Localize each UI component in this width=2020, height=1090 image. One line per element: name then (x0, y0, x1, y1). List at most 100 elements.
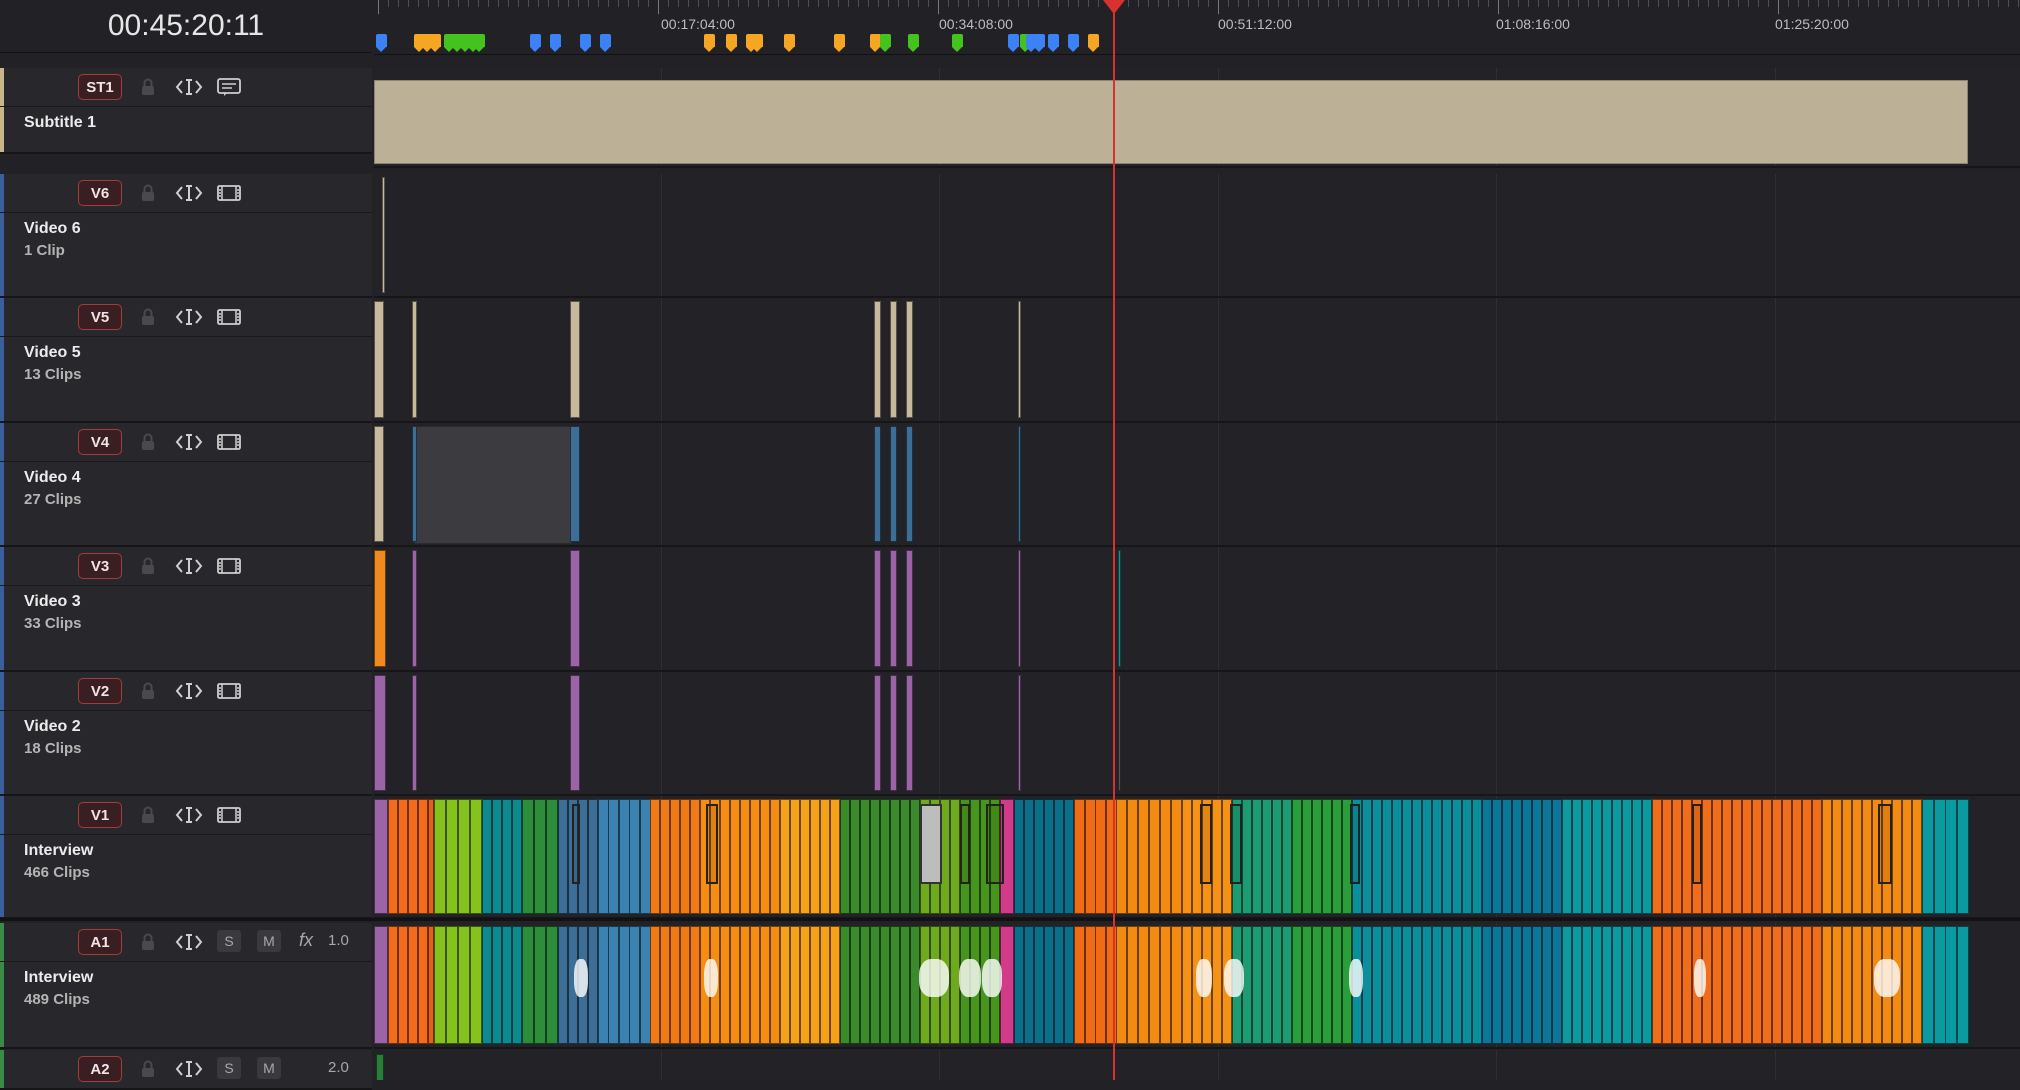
clip[interactable] (1349, 959, 1363, 997)
clip[interactable] (1212, 926, 1222, 1044)
clip[interactable] (874, 301, 881, 418)
clip[interactable] (1312, 799, 1322, 914)
clip[interactable] (1118, 550, 1121, 667)
timeline-marker[interactable] (474, 34, 485, 52)
subtitle-clip[interactable] (374, 80, 1968, 164)
clip[interactable] (1572, 926, 1582, 1044)
clip[interactable] (1957, 926, 1969, 1044)
timeline-marker[interactable] (422, 34, 433, 52)
clip[interactable] (408, 799, 418, 914)
clip[interactable] (418, 926, 428, 1044)
clip[interactable] (412, 426, 417, 542)
auto-select-icon[interactable] (174, 679, 204, 703)
film-strip-icon[interactable] (216, 181, 242, 205)
clip[interactable] (1922, 926, 1934, 1044)
clip[interactable] (680, 799, 690, 914)
clip[interactable] (374, 426, 384, 542)
film-strip-icon[interactable] (216, 803, 242, 827)
clip[interactable] (1054, 926, 1064, 1044)
clip[interactable] (1532, 799, 1542, 914)
clip[interactable] (629, 799, 640, 914)
clip[interactable] (1242, 799, 1252, 914)
clip[interactable] (870, 926, 880, 1044)
timeline-marker[interactable] (908, 34, 919, 52)
track-badge[interactable]: A1 (78, 929, 122, 955)
timeline-marker[interactable] (580, 34, 591, 52)
clip[interactable] (906, 301, 913, 418)
clip[interactable] (850, 799, 860, 914)
clip[interactable] (1832, 926, 1842, 1044)
clip[interactable] (1662, 799, 1672, 914)
clip[interactable] (890, 675, 897, 791)
auto-select-icon[interactable] (174, 75, 204, 99)
clip[interactable] (650, 799, 660, 914)
clip[interactable] (1612, 799, 1622, 914)
clip[interactable] (890, 301, 897, 418)
timeline-marker[interactable] (1020, 34, 1031, 52)
timeline-marker[interactable] (834, 34, 845, 52)
clip[interactable] (880, 799, 890, 914)
clip[interactable] (608, 926, 619, 1044)
track-badge[interactable]: ST1 (78, 74, 122, 100)
clip[interactable] (1442, 799, 1452, 914)
clip[interactable] (1802, 799, 1812, 914)
clip[interactable] (534, 926, 546, 1044)
clip[interactable] (522, 799, 534, 914)
track-volume[interactable]: 1.0 (328, 932, 349, 949)
track-header-v6[interactable]: V6 Video 6 1 Clip (0, 174, 372, 298)
clip[interactable] (1562, 926, 1572, 1044)
clip[interactable] (1852, 926, 1862, 1044)
lane-v6[interactable] (374, 174, 2020, 298)
clip[interactable] (512, 799, 522, 914)
clip[interactable] (820, 926, 830, 1044)
clip[interactable] (1502, 799, 1512, 914)
clip[interactable] (398, 926, 408, 1044)
clip[interactable] (810, 926, 820, 1044)
clip[interactable] (1332, 926, 1342, 1044)
clip[interactable] (1862, 799, 1872, 914)
lane-v1[interactable] (374, 796, 2020, 919)
clip[interactable] (1792, 926, 1802, 1044)
track-header-a1[interactable]: A1 S M fx 1.0 Interview 489 Clips (0, 923, 372, 1049)
clip[interactable] (1782, 799, 1792, 914)
clip[interactable] (1064, 926, 1074, 1044)
timeline-marker[interactable] (880, 34, 891, 52)
clip[interactable] (1945, 926, 1957, 1044)
clip[interactable] (840, 926, 850, 1044)
clip[interactable] (1452, 926, 1462, 1044)
clip[interactable] (1252, 926, 1262, 1044)
clip[interactable] (1024, 799, 1034, 914)
clip[interactable] (1422, 926, 1432, 1044)
clip[interactable] (1902, 799, 1912, 914)
clip[interactable] (1074, 926, 1085, 1044)
clip[interactable] (1452, 799, 1462, 914)
clip[interactable] (1472, 926, 1482, 1044)
clip[interactable] (1732, 926, 1742, 1044)
clip[interactable] (1312, 926, 1322, 1044)
clip[interactable] (1792, 799, 1802, 914)
clip[interactable] (906, 550, 913, 667)
clip[interactable] (870, 799, 880, 914)
timeline-marker[interactable] (460, 34, 471, 52)
clip[interactable] (1138, 926, 1149, 1044)
solo-button[interactable]: S (217, 930, 241, 952)
clip[interactable] (1095, 926, 1106, 1044)
clip[interactable] (558, 799, 568, 914)
clip[interactable] (1332, 799, 1342, 914)
clip[interactable] (374, 301, 384, 418)
clip[interactable] (900, 926, 910, 1044)
clip[interactable] (418, 799, 428, 914)
clip[interactable] (1562, 799, 1572, 914)
clip[interactable] (1632, 926, 1642, 1044)
mute-button[interactable]: M (257, 930, 281, 952)
clip[interactable] (750, 799, 760, 914)
lock-icon[interactable] (140, 554, 156, 578)
clip[interactable] (1372, 799, 1382, 914)
clip[interactable] (588, 799, 598, 914)
track-badge[interactable]: A2 (78, 1056, 122, 1082)
clip[interactable] (1116, 799, 1127, 914)
clip[interactable] (1642, 926, 1652, 1044)
track-badge[interactable]: V4 (78, 429, 122, 455)
clip[interactable] (1822, 926, 1832, 1044)
clip[interactable] (534, 799, 546, 914)
